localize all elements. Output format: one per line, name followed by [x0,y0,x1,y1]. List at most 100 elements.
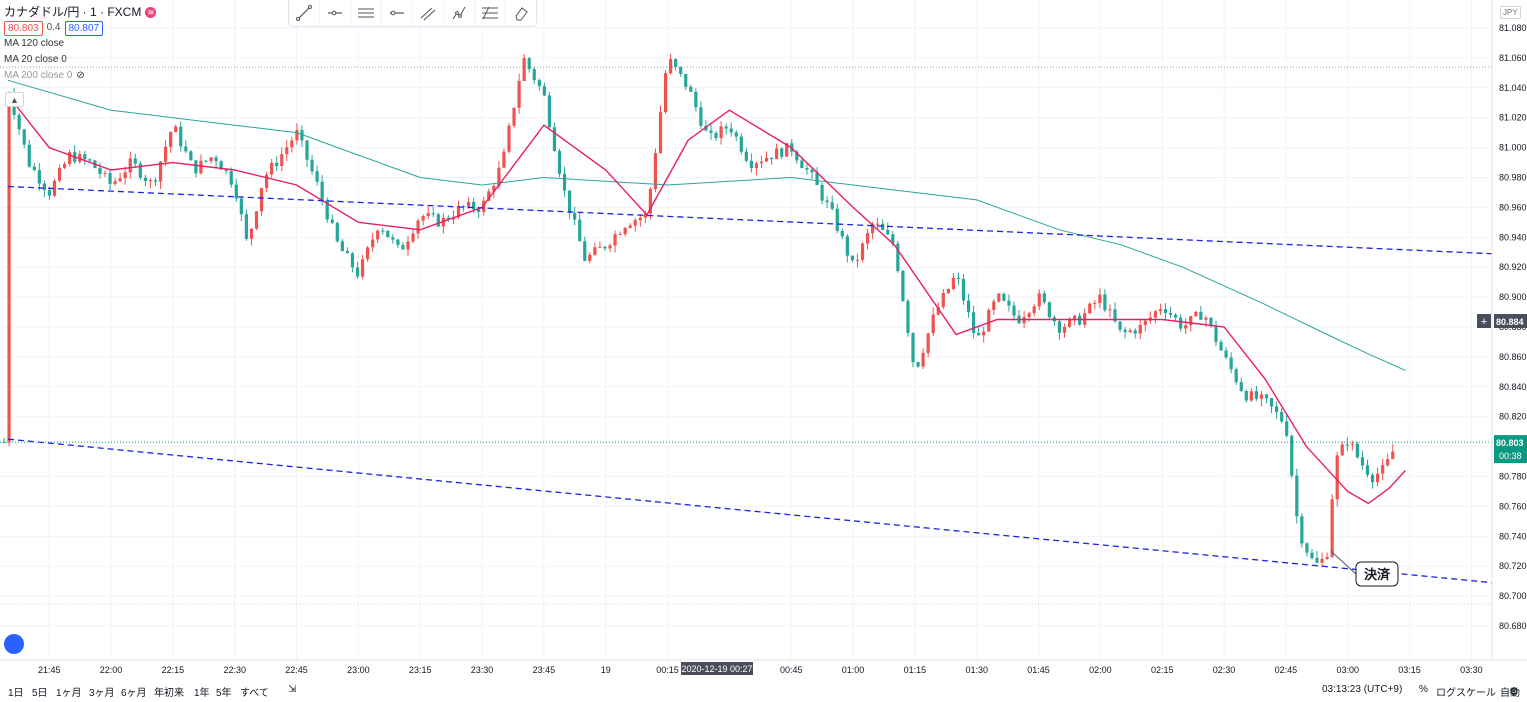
range-1d[interactable]: 1日 [8,688,24,699]
candle-body [800,160,804,168]
range-3m[interactable]: 3ヶ月 [89,688,115,699]
candle-body [1209,317,1213,326]
candle-body [1234,369,1238,383]
crosshair-time-label: 2020-12-19 00:27 [681,664,752,674]
candle-body [739,136,743,152]
ma120-label[interactable]: MA 120 close [4,38,65,49]
ask-price[interactable]: 80.807 [64,20,104,36]
path-icon[interactable] [444,0,475,26]
bid-price[interactable]: 80.803 [4,20,43,36]
candle-body [27,144,31,167]
candle-body [669,58,673,74]
goto-date-icon[interactable]: ⇲ [288,684,297,695]
candle-body [865,233,870,244]
candle-body [588,254,592,261]
candle-body [653,153,658,189]
candle-body [1300,516,1304,544]
candle-body [871,223,875,234]
percent-toggle[interactable]: % [1419,684,1428,695]
candle-body [295,130,299,141]
time-tick-label: 22:15 [162,665,185,675]
candle-body [1128,330,1132,333]
candle-body [265,174,269,189]
candle-body [719,126,723,139]
eye-off-icon[interactable]: ⊘ [76,70,85,81]
candle-body [477,209,481,212]
candle-body [946,288,950,294]
candle-body [810,169,814,173]
candle-body [148,180,153,182]
parallel-channel-icon[interactable] [413,0,444,26]
price-tick-label: 81.060 [1499,53,1527,63]
candle-body [360,259,365,277]
candle-body [254,211,259,229]
candle-body [219,161,223,170]
currency-label: JPY [1500,6,1521,19]
candle-body [956,277,961,279]
range-5y[interactable]: 5年 [216,688,232,699]
time-tick-label: 19 [601,665,611,675]
candle-body [820,184,824,201]
time-tick-label: 03:30 [1460,665,1483,675]
trendline-2 [7,438,1493,584]
candle-body [876,223,880,225]
eraser-icon[interactable] [506,0,536,26]
time-tick-label: 00:15 [656,665,679,675]
range-all[interactable]: すべて [240,688,269,699]
candle-body [840,230,844,237]
candle-body [1123,329,1127,333]
candle-body [436,214,440,227]
spread-value: 0.4 [46,22,61,33]
symbol-title[interactable]: カナダドル/円 · 1 · FXCM [4,5,142,19]
candle-body [325,200,329,220]
candle-body [689,86,693,92]
fib-icon[interactable] [475,0,506,26]
candle-body [47,189,52,196]
candle-body [896,243,900,272]
candle-body [184,146,188,152]
time-tick-label: 23:00 [347,665,370,675]
candle-body [1310,552,1314,559]
clock-label[interactable]: 03:13:23 (UTC+9) [1322,684,1403,695]
candle-body [613,234,617,246]
candle-body [492,186,496,192]
auto-scale-toggle[interactable]: 自動 [1500,688,1520,699]
range-6m[interactable]: 6ヶ月 [121,688,147,699]
candle-body [1219,341,1223,351]
range-5d[interactable]: 5日 [32,688,48,699]
time-axis-bg [0,660,1527,683]
ma200-label[interactable]: MA 200 close 0 [4,70,73,81]
candle-body [1285,421,1289,436]
range-1y[interactable]: 1年 [194,688,210,699]
range-1m[interactable]: 1ヶ月 [56,688,82,699]
candle-body [593,247,597,255]
candle-body [270,162,274,175]
candle-body [573,213,577,220]
log-scale-toggle[interactable]: ログスケール [1436,688,1496,699]
candle-body [118,178,122,182]
price-tick-label: 80.780 [1499,472,1527,482]
candle-body [941,293,945,308]
candle-body [911,333,915,363]
horizontal-line-icon[interactable] [382,0,413,26]
price-tick-label: 80.900 [1499,292,1527,302]
trend-line-icon[interactable] [289,0,320,26]
horizontal-lines-icon[interactable] [351,0,382,26]
time-tick-label: 00:45 [780,665,803,675]
candle-body [537,80,541,87]
ma20-label[interactable]: MA 20 close 0 [4,54,67,65]
candle-body [169,132,173,147]
time-tick-label: 02:15 [1151,665,1174,675]
candle-body [239,198,243,215]
range-ytd[interactable]: 年初来 [154,688,184,699]
gear-icon[interactable]: ⚙ [1509,686,1519,698]
candle-body [32,166,36,171]
price-tick-label: 81.020 [1499,113,1527,123]
horizontal-ray-icon[interactable] [320,0,351,26]
candle-body [1376,473,1380,483]
candle-body [108,172,112,184]
collapse-legend-button[interactable]: ▲ [5,92,24,107]
candle-body [608,245,612,249]
